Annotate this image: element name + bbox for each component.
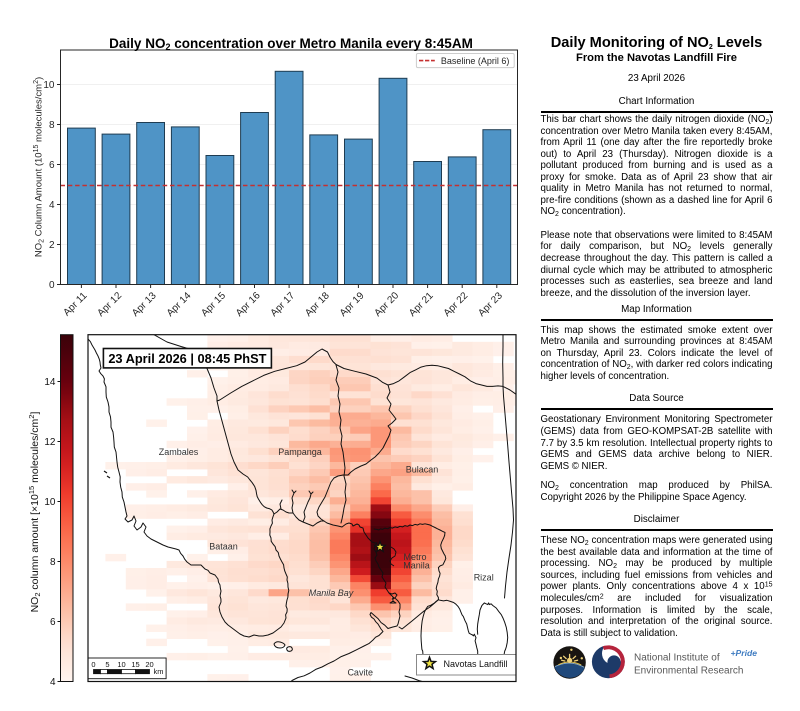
svg-text:10: 10 [43, 80, 55, 91]
svg-text:Apr 13: Apr 13 [130, 290, 159, 319]
svg-text:Apr 16: Apr 16 [234, 290, 263, 319]
svg-text:Environmental Research: Environmental Research [634, 666, 744, 677]
svg-text:15: 15 [131, 660, 139, 669]
svg-text:Apr 12: Apr 12 [96, 290, 125, 319]
svg-text:Apr 14: Apr 14 [165, 290, 194, 319]
svg-text:NO2 Column Amount (1015 molecu: NO2 Column Amount (1015 molecules/cm2) [33, 77, 45, 257]
svg-text:National Institute of: National Institute of [634, 653, 720, 664]
svg-text:10: 10 [44, 497, 56, 508]
svg-text:4: 4 [50, 677, 56, 688]
svg-text:0: 0 [91, 660, 95, 669]
svg-text:Apr 15: Apr 15 [199, 290, 228, 319]
svg-text:Baseline (April 6): Baseline (April 6) [441, 56, 510, 66]
svg-text:Apr 23: Apr 23 [476, 290, 505, 319]
svg-text:2: 2 [49, 240, 55, 251]
svg-text:Apr 19: Apr 19 [338, 290, 367, 319]
svg-text:8: 8 [49, 120, 55, 131]
svg-text:4: 4 [49, 200, 55, 211]
svg-text:Navotas Landfill: Navotas Landfill [444, 659, 508, 669]
svg-text:23 April 2026 | 08:45 PhST: 23 April 2026 | 08:45 PhST [108, 351, 266, 366]
svg-text:Apr 20: Apr 20 [373, 290, 402, 319]
svg-text:Zambales: Zambales [159, 447, 199, 457]
svg-text:Apr 17: Apr 17 [269, 290, 298, 319]
svg-text:6: 6 [50, 617, 56, 628]
svg-text:8: 8 [50, 557, 56, 568]
svg-text:5: 5 [105, 660, 109, 669]
svg-text:Manila Bay: Manila Bay [309, 588, 354, 598]
svg-text:6: 6 [49, 160, 55, 171]
svg-text:Cavite: Cavite [347, 668, 373, 678]
svg-text:Pampanga: Pampanga [278, 447, 322, 457]
svg-text:Rizal: Rizal [474, 573, 494, 583]
svg-text:12: 12 [44, 437, 56, 448]
svg-text:Apr 21: Apr 21 [407, 290, 436, 319]
svg-text:Metro: Metro [403, 552, 426, 562]
svg-text:+Pride: +Pride [731, 648, 758, 658]
svg-text:km: km [154, 667, 164, 676]
svg-text:10: 10 [117, 660, 125, 669]
svg-text:Apr 11: Apr 11 [61, 290, 89, 318]
svg-text:NO2 column amount [×1015 molec: NO2 column amount [×1015 molecules/cm2] [27, 412, 42, 613]
svg-text:Bulacan: Bulacan [406, 465, 439, 475]
svg-text:Daily NO2 concentration over M: Daily NO2 concentration over Metro Manil… [109, 36, 473, 52]
svg-text:Bataan: Bataan [209, 542, 238, 552]
svg-text:20: 20 [145, 660, 153, 669]
svg-text:Manila: Manila [403, 561, 430, 571]
svg-text:Apr 18: Apr 18 [303, 290, 332, 319]
svg-text:14: 14 [44, 377, 56, 388]
svg-text:Apr 22: Apr 22 [442, 290, 471, 319]
svg-text:0: 0 [49, 280, 55, 291]
